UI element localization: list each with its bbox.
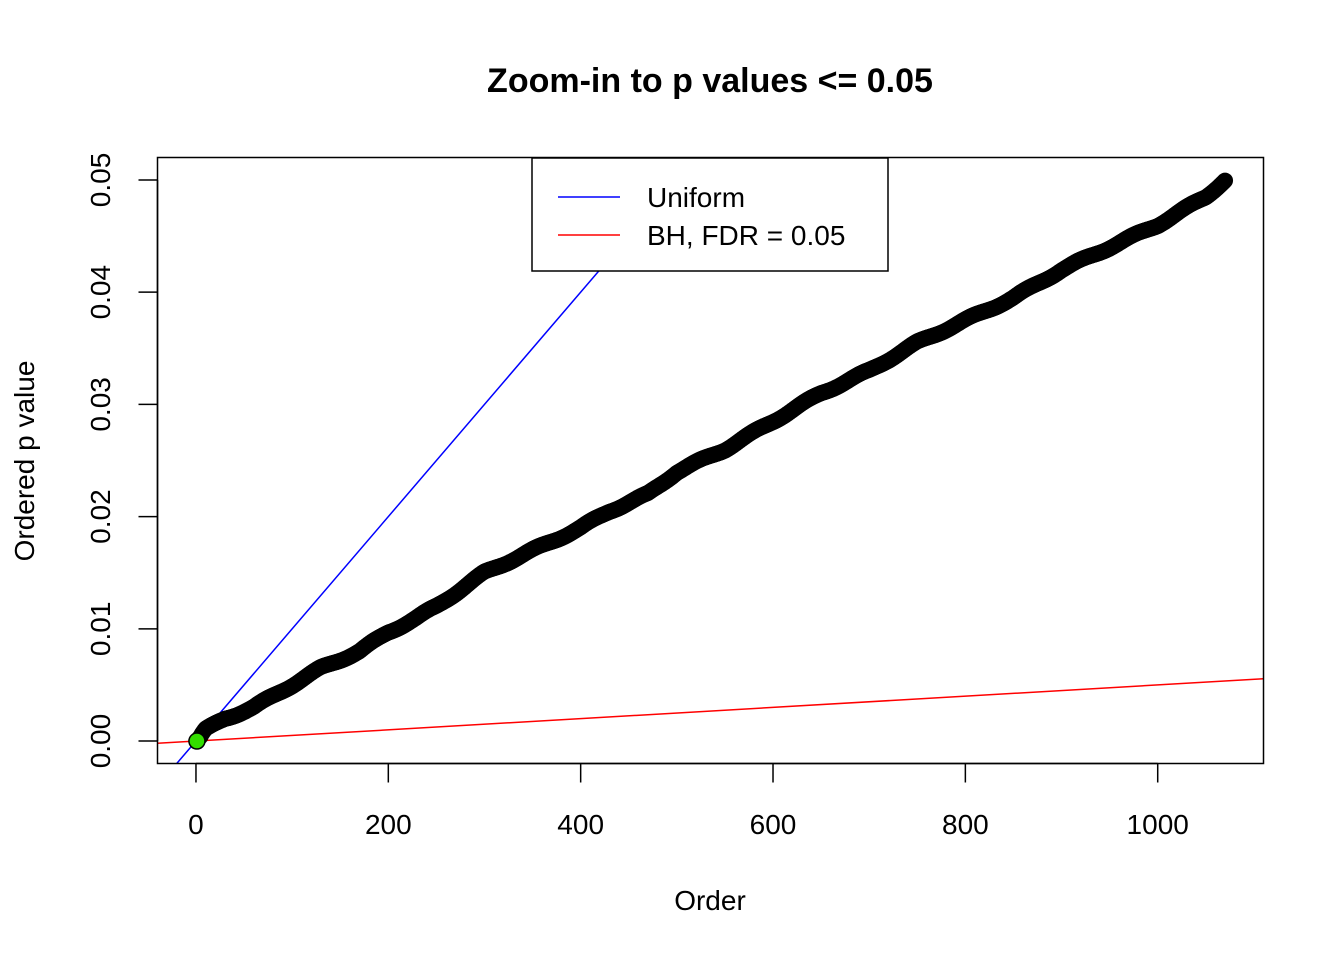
y-tick-label: 0.05 <box>85 153 116 208</box>
x-tick-label: 200 <box>365 809 412 840</box>
legend: Uniform BH, FDR = 0.05 <box>531 157 889 272</box>
x-tick-label: 0 <box>188 809 204 840</box>
x-tick-label: 600 <box>750 809 797 840</box>
x-tick-label: 1000 <box>1127 809 1189 840</box>
x-axis: 0 200 400 600 800 1000 <box>188 762 1189 840</box>
x-tick-label: 400 <box>557 809 604 840</box>
y-axis-label: Ordered p value <box>9 361 40 562</box>
points-series <box>188 172 1234 750</box>
chart-title: Zoom-in to p values <= 0.05 <box>487 62 933 100</box>
abline-bh-fdr <box>157 678 1264 745</box>
legend-label-uniform: Uniform <box>647 182 745 213</box>
y-tick-label: 0.01 <box>85 602 116 657</box>
y-tick-label: 0.02 <box>85 489 116 544</box>
legend-label-bh: BH, FDR = 0.05 <box>647 220 845 251</box>
y-tick-label: 0.00 <box>85 714 116 769</box>
x-tick-label: 800 <box>942 809 989 840</box>
y-tick-label: 0.03 <box>85 377 116 432</box>
y-axis: 0.00 0.01 0.02 0.03 0.04 0.05 <box>85 153 159 769</box>
abline-uniform <box>175 157 698 764</box>
data-point <box>1217 172 1234 189</box>
y-tick-label: 0.04 <box>85 265 116 320</box>
legend-box <box>531 157 889 272</box>
highlight-point <box>188 732 206 750</box>
x-axis-label: Order <box>674 885 746 916</box>
data-layer <box>157 157 1264 764</box>
